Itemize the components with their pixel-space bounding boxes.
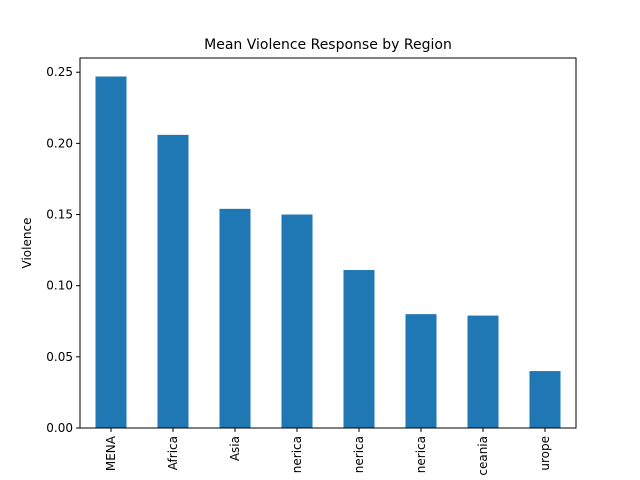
x-tick-label: nerica	[290, 436, 304, 473]
x-tick-label: nerica	[352, 436, 366, 473]
y-tick-label: 0.10	[46, 279, 73, 293]
bar	[405, 314, 437, 428]
bar	[157, 134, 189, 428]
bar	[343, 270, 375, 428]
x-tick-label: MENA	[104, 435, 118, 471]
bar	[281, 214, 313, 428]
y-tick-label: 0.25	[46, 65, 73, 79]
bar	[529, 371, 561, 428]
bar	[219, 208, 251, 428]
x-tick-label: ceania	[476, 436, 490, 476]
chart-title: Mean Violence Response by Region	[204, 37, 452, 53]
x-tick-label: nerica	[414, 436, 428, 473]
bar	[467, 315, 499, 428]
y-axis-ticks: 0.00 0.05 0.10 0.15 0.20 0.25	[46, 65, 80, 435]
x-axis-ticks: MENA Africa Asia nerica nerica nerica ceania ur…	[104, 428, 552, 476]
y-axis-label: Violence	[20, 218, 34, 269]
x-tick-label: urope	[538, 436, 552, 471]
x-tick-label: Africa	[166, 436, 180, 470]
y-tick-label: 0.00	[46, 421, 73, 435]
plot-frame	[79, 57, 577, 429]
bars	[95, 76, 561, 428]
bar	[95, 76, 127, 428]
y-tick-label: 0.20	[46, 136, 73, 150]
y-tick-label: 0.05	[46, 350, 73, 364]
y-tick-label: 0.15	[46, 208, 73, 222]
x-tick-label: Asia	[228, 436, 242, 461]
